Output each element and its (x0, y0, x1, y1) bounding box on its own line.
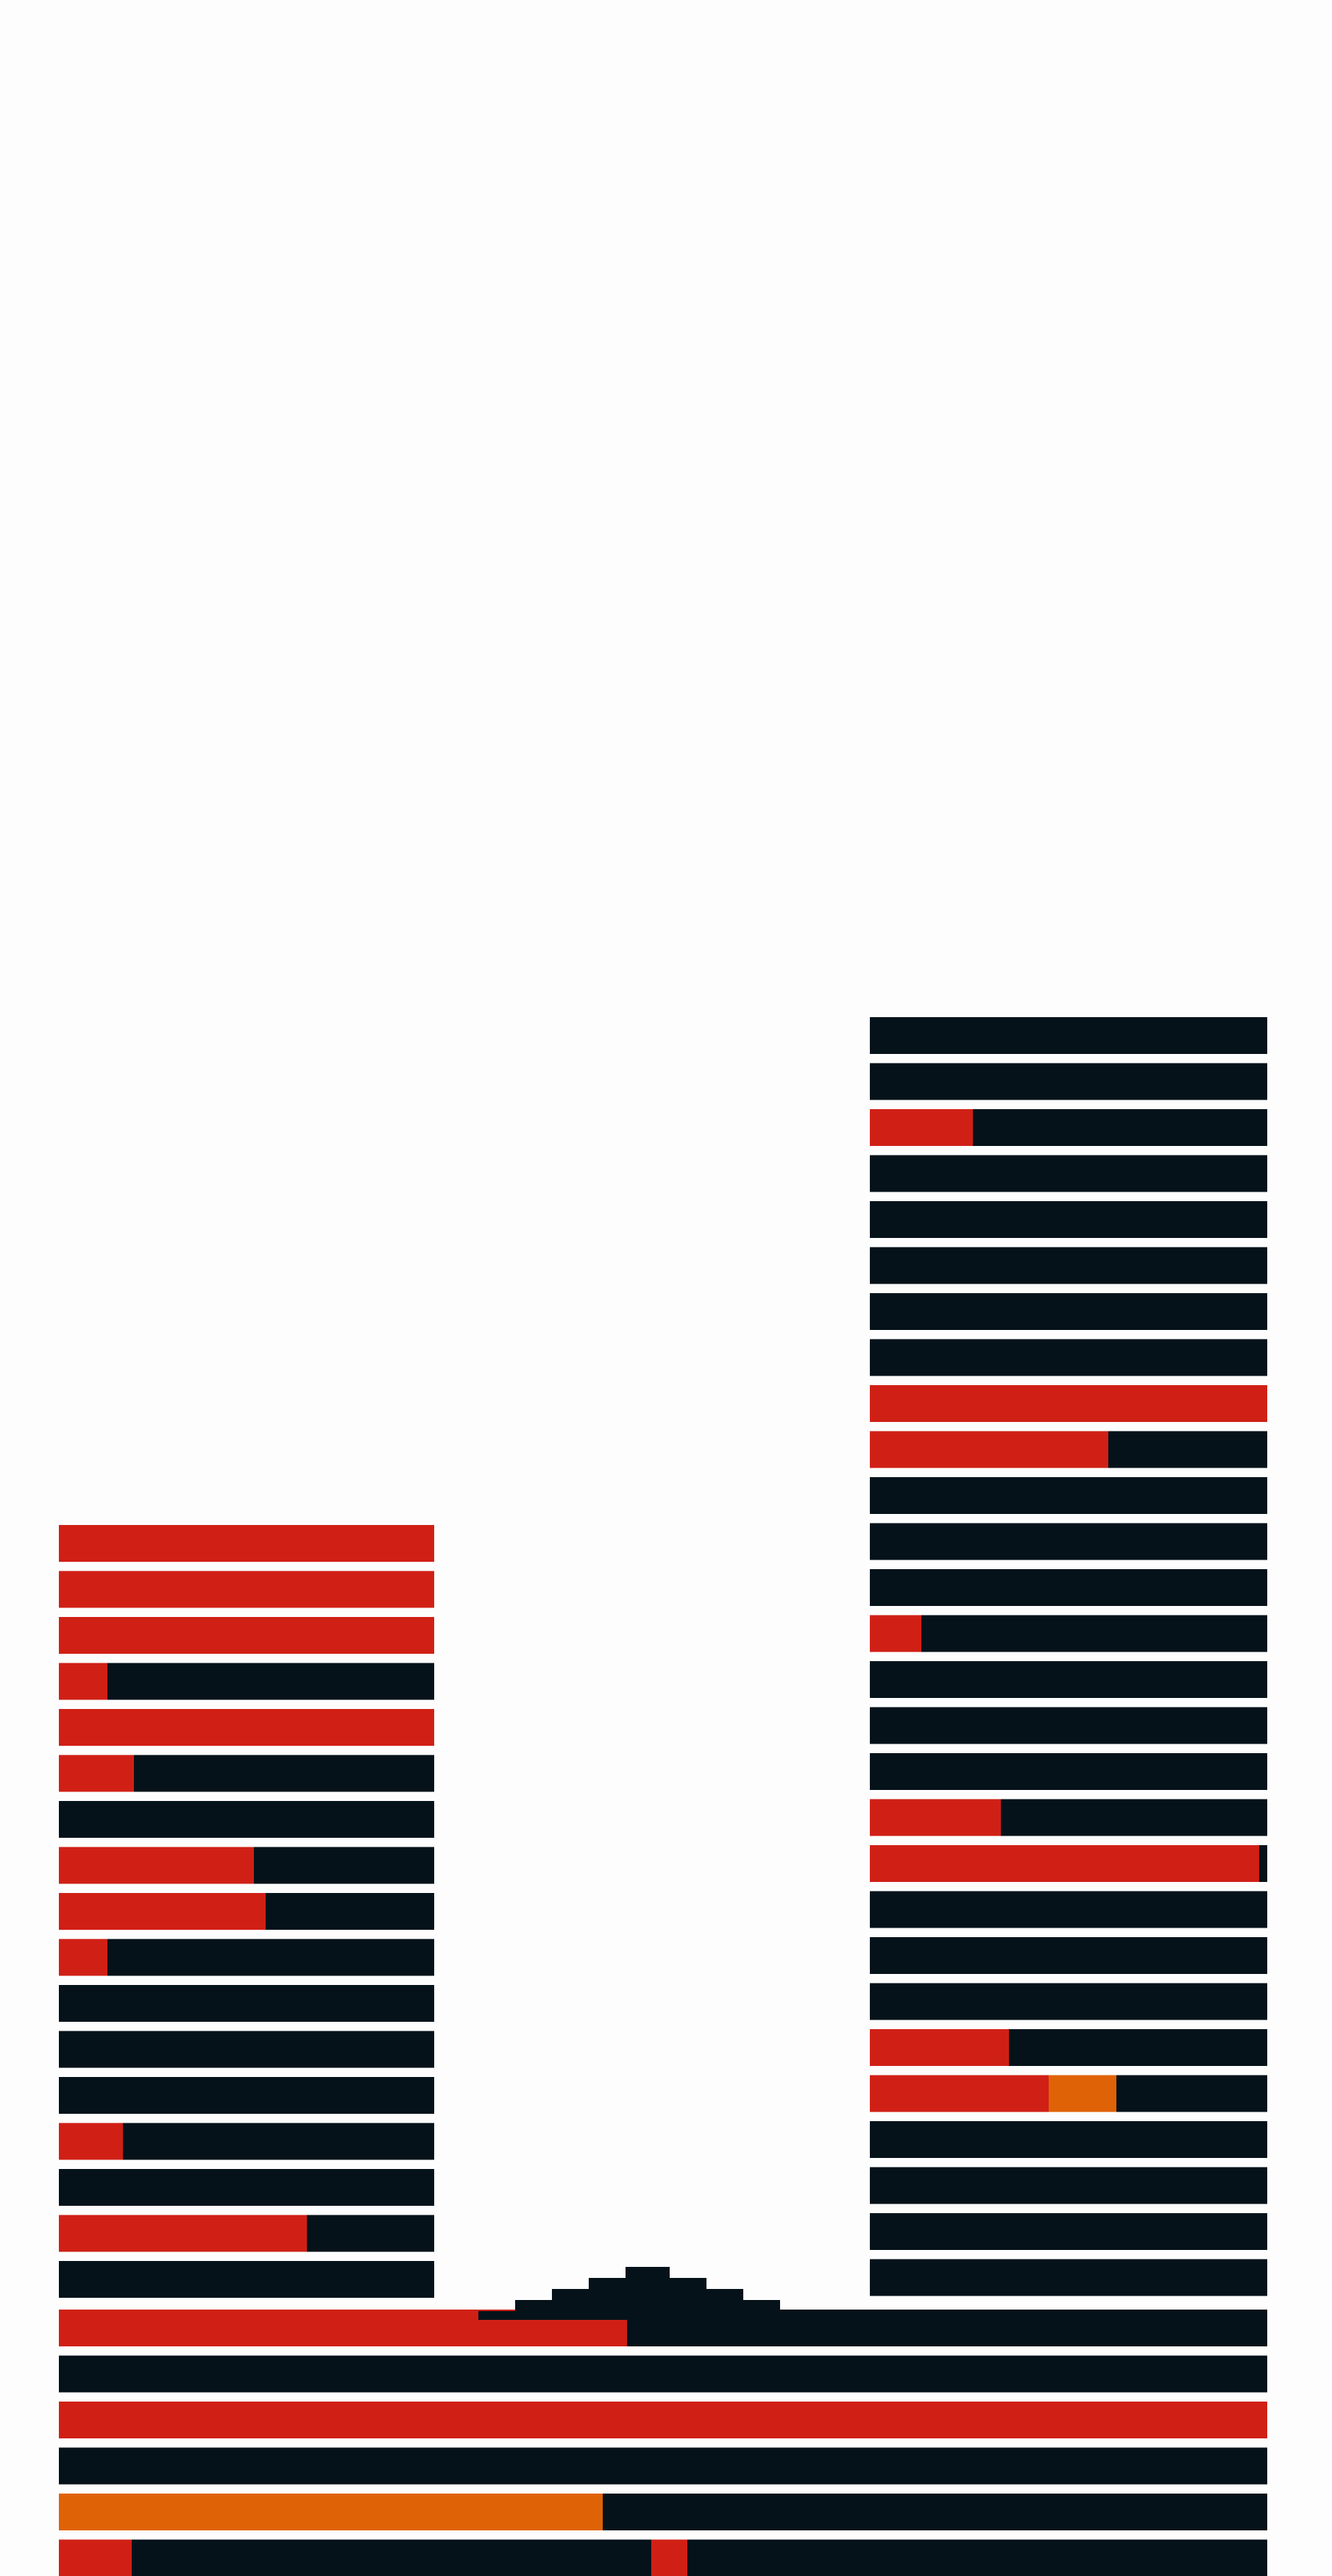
right-tower-stripe-red-segment (870, 2029, 1009, 2066)
right-tower (870, 1017, 1267, 2296)
base-stripe (59, 2355, 1267, 2393)
right-tower-stripe (870, 1017, 1267, 1054)
left-tower-stripe-red-segment (59, 1617, 434, 1654)
right-tower-stripe (870, 1569, 1267, 1606)
left-tower (59, 1525, 434, 2298)
right-tower-stripe-red-segment (870, 1845, 1259, 1882)
right-tower-stripe (870, 1661, 1267, 1698)
right-tower-stripe (870, 1615, 1267, 1652)
right-tower-stripe-red-segment (870, 1431, 1108, 1468)
base-stripe-red-segment (59, 2539, 132, 2576)
right-tower-stripe (870, 1339, 1267, 1376)
left-tower-stripe (59, 2261, 434, 2298)
left-tower-stripe-red-segment (59, 1525, 434, 1562)
left-tower-stripe (59, 2031, 434, 2068)
left-tower-stripe (59, 2169, 434, 2206)
right-tower-stripe (870, 2121, 1267, 2158)
right-tower-stripe (870, 1247, 1267, 1284)
right-tower-stripe (870, 1707, 1267, 1744)
left-tower-stripe-red-segment (59, 1709, 434, 1746)
right-tower-stripe (870, 1293, 1267, 1330)
left-tower-stripe-red-segment (59, 1663, 107, 1700)
right-tower-stripe-red-segment (870, 1615, 921, 1652)
right-tower-stripe (870, 2259, 1267, 2296)
right-tower-stripe-red-segment (870, 1109, 973, 1146)
left-tower-stripe (59, 1663, 434, 1700)
left-tower-stripe (59, 1939, 434, 1976)
left-tower-stripe-red-segment (59, 2123, 123, 2160)
left-tower-stripe-red-segment (59, 1571, 434, 1608)
left-tower-stripe-red-segment (59, 2215, 307, 2252)
left-tower-stripe-red-segment (59, 1847, 254, 1884)
mound-silhouette (478, 2267, 824, 2320)
right-tower-stripe (870, 1523, 1267, 1560)
right-tower-stripe-red-segment (870, 1385, 1267, 1422)
left-tower-stripe (59, 1801, 434, 1838)
right-tower-stripe (870, 2167, 1267, 2204)
right-tower-stripe (870, 1983, 1267, 2020)
left-tower-stripe-red-segment (59, 1939, 107, 1976)
right-tower-stripe (870, 1891, 1267, 1928)
left-tower-stripe-red-segment (59, 1893, 266, 1930)
left-tower-stripe (59, 1985, 434, 2022)
left-tower-stripe-red-segment (59, 1755, 134, 1792)
right-tower-stripe-red-segment (870, 2075, 1049, 2112)
right-tower-stripe-orange-segment (1049, 2075, 1116, 2112)
base-stripe (59, 2447, 1267, 2485)
right-tower-stripe (870, 1937, 1267, 1974)
right-tower-stripe (870, 1477, 1267, 1514)
right-tower-stripe (870, 1201, 1267, 1238)
right-tower-stripe (870, 2213, 1267, 2250)
base-stripe-red-segment (651, 2539, 687, 2576)
base-stripe-orange-segment (59, 2494, 603, 2530)
right-tower-stripe-red-segment (870, 1799, 1001, 1836)
base-stripe-red-segment (59, 2402, 1267, 2438)
left-tower-stripe (59, 2077, 434, 2114)
right-tower-stripe (870, 1753, 1267, 1790)
right-tower-stripe (870, 1063, 1267, 1100)
right-tower-stripe (870, 1155, 1267, 1192)
